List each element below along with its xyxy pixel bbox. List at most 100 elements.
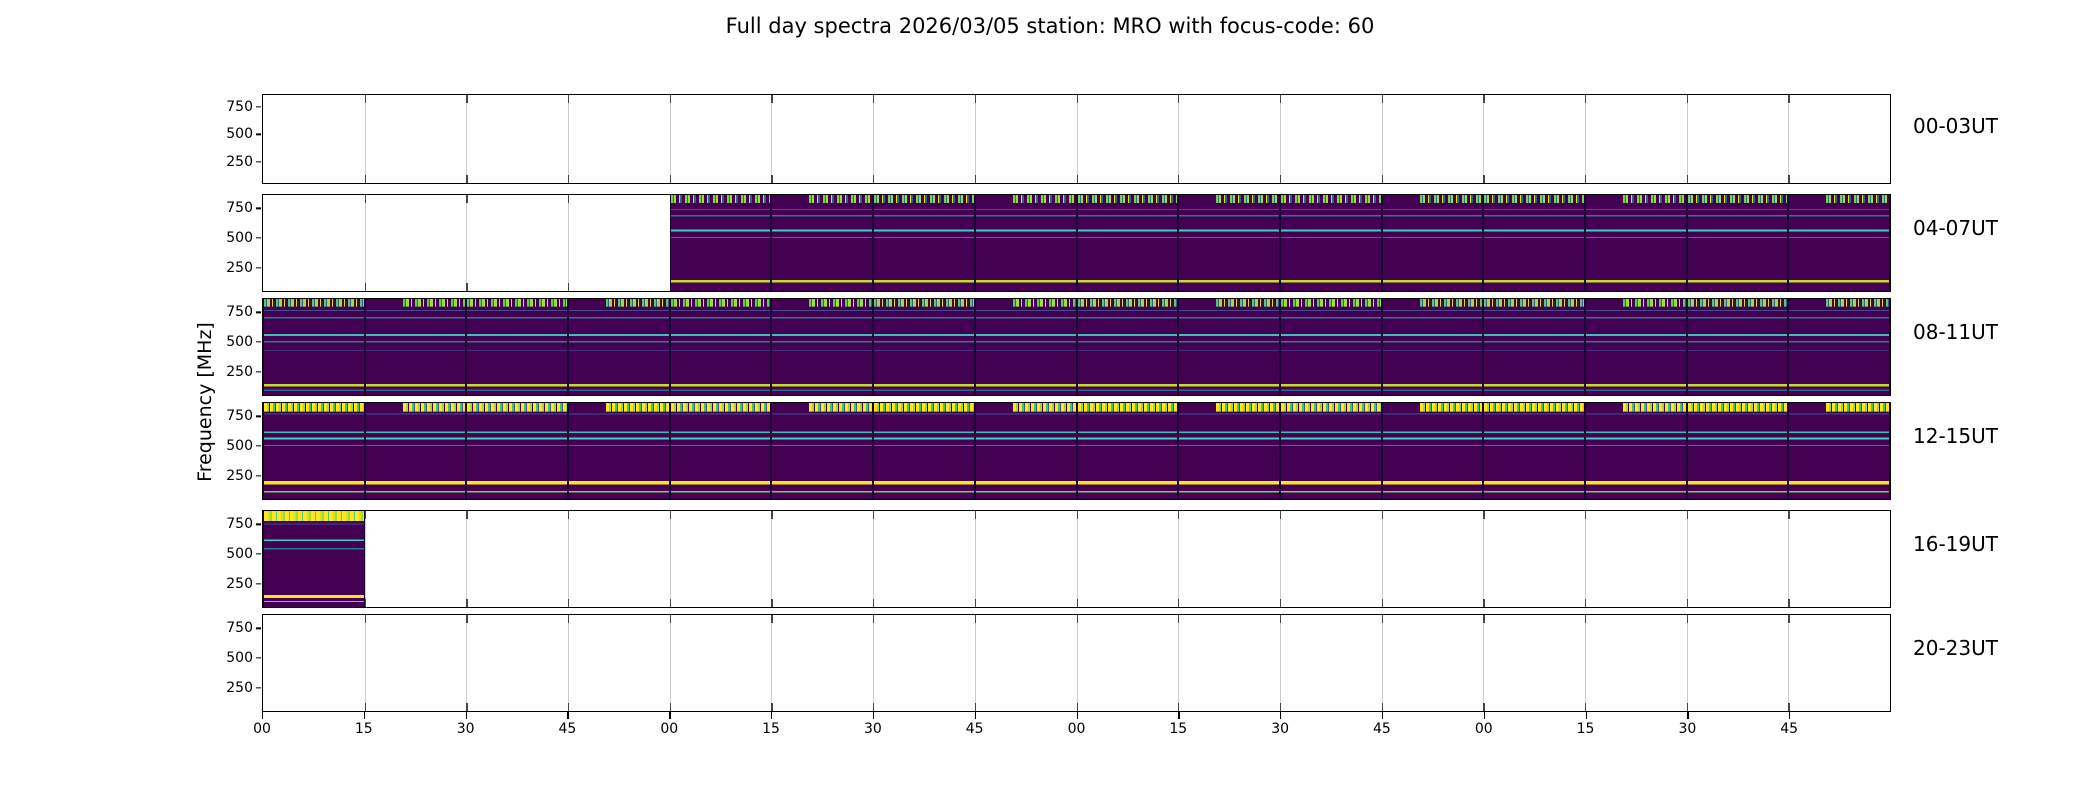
spectrogram-segment (364, 403, 467, 499)
spectrogram-segment (873, 299, 975, 395)
grid-line (1076, 615, 1078, 711)
x-tick-mark (1381, 712, 1384, 719)
tick-mark (1584, 599, 1587, 607)
spectrogram-segment (1584, 195, 1687, 291)
x-tick-label: 15 (1169, 721, 1188, 737)
row-label: 08-11UT (1913, 320, 1998, 345)
tick-layer (263, 615, 1890, 711)
tick-mark (1788, 95, 1790, 103)
tick-mark (1279, 703, 1282, 711)
grid-line (568, 95, 570, 183)
spectrogram-segment (1788, 299, 1890, 395)
grid-line (466, 511, 468, 607)
x-tick-label: 30 (456, 721, 475, 737)
grid-line (364, 511, 366, 607)
spectrogram-segment (1584, 299, 1687, 395)
tick-mark (974, 599, 977, 607)
tick-mark (1178, 175, 1180, 183)
tick-mark (771, 175, 773, 183)
grid-line (1483, 95, 1485, 183)
x-tick-mark (465, 712, 467, 719)
tick-layer (263, 95, 1890, 183)
tick-mark (669, 615, 672, 623)
tick-mark (1686, 599, 1688, 607)
x-tick-label: 45 (965, 721, 984, 737)
spectrogram-segment (1483, 299, 1585, 395)
y-tick-label: 500 (226, 649, 253, 666)
y-tick-mark (256, 415, 261, 417)
x-tick-label: 00 (253, 721, 271, 737)
x-tick-label: 30 (863, 721, 882, 737)
y-tick-label: 250 (226, 363, 253, 380)
grid-line (669, 95, 671, 183)
spectrogram-segment (974, 195, 1077, 291)
x-tick-mark (1789, 712, 1791, 719)
tick-mark (1686, 95, 1688, 103)
x-tick-mark (974, 712, 976, 719)
y-tick-mark (256, 133, 261, 135)
y-tick-mark (256, 445, 261, 447)
x-tick-mark (1483, 712, 1486, 719)
tick-mark (466, 95, 468, 103)
tick-mark (1279, 95, 1282, 103)
tick-mark (873, 599, 875, 607)
tick-mark (466, 175, 468, 183)
tick-mark (1584, 511, 1587, 519)
tick-mark (669, 175, 672, 183)
y-tick-mark (256, 311, 261, 313)
y-tick-label: 250 (226, 259, 253, 276)
spectrogram-segment (1381, 195, 1484, 291)
tick-mark (1483, 511, 1485, 519)
tick-mark (568, 703, 570, 711)
grid-line (873, 615, 875, 711)
tick-mark (669, 511, 672, 519)
grid-line (1686, 95, 1688, 183)
spectrogram-segment (1279, 403, 1382, 499)
tick-mark (1076, 175, 1078, 183)
y-tick-label: 750 (226, 620, 253, 637)
y-tick-mark (256, 106, 261, 108)
spectrogram-segment (263, 299, 365, 395)
x-axis: 00 15 30 45 00 15 30 45 00 15 30 45 00 1… (253, 721, 1891, 739)
spectrogram-segment (1788, 403, 1890, 499)
x-tick-label: 15 (354, 721, 373, 737)
tick-mark (1381, 599, 1383, 607)
x-tick-mark (1178, 712, 1180, 719)
grid-line (974, 511, 976, 607)
tick-mark (1279, 511, 1282, 519)
y-tick-label: 250 (226, 679, 253, 696)
x-tick-label: 00 (660, 721, 679, 737)
y-tick-label: 250 (226, 153, 253, 170)
y-tick-label: 500 (226, 437, 253, 454)
spectrogram-segment (974, 299, 1077, 395)
grid-line (364, 95, 366, 183)
grid-line (771, 511, 773, 607)
spectrogram-panel-16-19 (262, 510, 1891, 608)
x-tick-label: 15 (762, 721, 780, 737)
grid-line (466, 195, 468, 291)
tick-mark (466, 599, 468, 607)
tick-mark (1279, 175, 1282, 183)
spectrogram-segment (669, 299, 772, 395)
grid-line (364, 615, 366, 711)
y-tick-mark (256, 161, 261, 163)
grid-line (1584, 511, 1586, 607)
y-tick-label: 500 (226, 333, 253, 350)
tick-mark (1381, 703, 1383, 711)
tick-mark (568, 95, 570, 103)
y-tick-mark (256, 475, 261, 477)
grid-line (1279, 95, 1281, 183)
tick-layer (263, 511, 1890, 607)
x-tick-mark (363, 712, 366, 719)
tick-mark (873, 615, 875, 623)
tick-mark (1178, 95, 1180, 103)
tick-mark (974, 615, 977, 623)
tick-mark (1076, 703, 1078, 711)
y-tick-label: 750 (226, 200, 253, 217)
segment-layer (263, 511, 1890, 607)
grid-line (1686, 615, 1688, 711)
y-tick-mark (256, 371, 261, 373)
grid-line (1178, 615, 1180, 711)
tick-mark (1178, 615, 1180, 623)
